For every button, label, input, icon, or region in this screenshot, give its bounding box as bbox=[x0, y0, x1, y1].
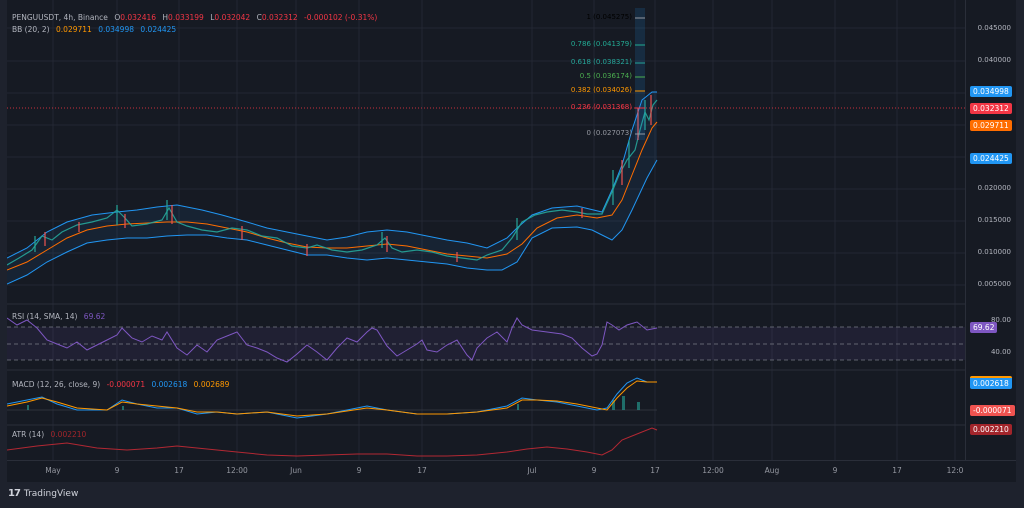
open-label: O bbox=[114, 13, 121, 22]
tradingview-brand[interactable]: 17 TradingView bbox=[8, 488, 78, 499]
time-tick: 12:0 bbox=[946, 466, 964, 475]
fib-level-0382: 0.382 (0.034026) bbox=[570, 86, 632, 94]
price-tick: 0.010000 bbox=[977, 248, 1011, 256]
macd-signal-value: 0.002689 bbox=[193, 380, 230, 389]
price-tick: 0.015000 bbox=[977, 216, 1011, 224]
close-label: C bbox=[256, 13, 262, 22]
bb-lower-value: 0.024425 bbox=[140, 25, 177, 34]
fib-level-1: 1 (0.045275) bbox=[586, 13, 632, 21]
price-tick: 0.045000 bbox=[977, 24, 1011, 32]
macd-hist-value: -0.000071 bbox=[106, 380, 146, 389]
price-tick: 0.040000 bbox=[977, 56, 1011, 64]
atr-label: ATR (14) bbox=[12, 430, 45, 439]
bb-basis-value: 0.029711 bbox=[56, 25, 92, 34]
fib-level-0: 0 (0.027073) bbox=[586, 129, 632, 137]
fib-level-0618: 0.618 (0.038321) bbox=[570, 58, 632, 66]
time-tick: May bbox=[45, 466, 61, 475]
symbol-legend[interactable]: PENGUUSDT, 4h, Binance O0.032416 H0.0331… bbox=[12, 13, 381, 23]
fib-level-05: 0.5 (0.036174) bbox=[579, 72, 632, 80]
price-axis[interactable]: 0.045000 0.040000 0.020000 0.015000 0.01… bbox=[965, 0, 1017, 460]
bb-label: BB (20, 2) bbox=[12, 25, 50, 34]
time-tick: Aug bbox=[764, 466, 780, 475]
chart-frame: PENGUUSDT, 4h, Binance O0.032416 H0.0331… bbox=[7, 0, 1016, 482]
low-value: 0.032042 bbox=[214, 13, 251, 22]
time-tick: 9 bbox=[591, 466, 597, 475]
rsi-legend[interactable]: RSI (14, SMA, 14) 69.62 bbox=[12, 312, 109, 322]
macd-line-value: 0.002618 bbox=[151, 380, 188, 389]
time-tick: Jul bbox=[527, 466, 537, 475]
macd-tag: 0.002618 bbox=[970, 376, 1012, 389]
price-tick: 0.005000 bbox=[977, 280, 1011, 288]
rsi-tick-40: 40.00 bbox=[990, 348, 1011, 356]
fib-level-0786: 0.786 (0.041379) bbox=[570, 40, 632, 48]
tradingview-logo-icon: 17 bbox=[8, 488, 21, 499]
high-label: H bbox=[162, 13, 169, 22]
rsi-tag: 69.62 bbox=[970, 322, 998, 333]
time-tick: 9 bbox=[356, 466, 362, 475]
last-price-tag: 0.032312 bbox=[970, 103, 1012, 114]
rsi-value: 69.62 bbox=[83, 312, 106, 321]
fib-level-0236: 0.236 (0.031368) bbox=[570, 103, 632, 111]
bb-upper-tag: 0.034998 bbox=[970, 86, 1012, 97]
time-tick: 17 bbox=[650, 466, 660, 475]
time-tick: 12:00 bbox=[226, 466, 248, 475]
macd-hist-tag: -0.000071 bbox=[970, 405, 1015, 416]
brand-name: TradingView bbox=[23, 488, 79, 499]
change-value: -0.000102 (-0.31%) bbox=[304, 13, 378, 22]
low-label: L bbox=[210, 13, 215, 22]
rsi-tick-80: 80.00 bbox=[990, 316, 1011, 324]
bb-legend[interactable]: BB (20, 2) 0.029711 0.034998 0.024425 bbox=[12, 25, 180, 35]
atr-legend[interactable]: ATR (14) 0.002210 bbox=[12, 430, 90, 440]
bb-upper-value: 0.034998 bbox=[98, 25, 134, 34]
chart-area[interactable]: PENGUUSDT, 4h, Binance O0.032416 H0.0331… bbox=[7, 0, 965, 460]
bb-lower-tag: 0.024425 bbox=[970, 153, 1012, 164]
time-tick: 9 bbox=[114, 466, 120, 475]
bb-basis-tag: 0.029711 bbox=[970, 120, 1012, 131]
time-tick: 17 bbox=[892, 466, 902, 475]
time-tick: 12:00 bbox=[702, 466, 724, 475]
atr-tag: 0.002210 bbox=[970, 424, 1012, 435]
macd-label: MACD (12, 26, close, 9) bbox=[12, 380, 101, 389]
time-tick: 9 bbox=[832, 466, 838, 475]
open-value: 0.032416 bbox=[120, 13, 157, 22]
macd-legend[interactable]: MACD (12, 26, close, 9) -0.000071 0.0026… bbox=[12, 380, 233, 390]
high-value: 0.033199 bbox=[168, 13, 204, 22]
price-tick: 0.020000 bbox=[977, 184, 1011, 192]
atr-value: 0.002210 bbox=[50, 430, 87, 439]
chart-canvas bbox=[7, 0, 965, 460]
rsi-label: RSI (14, SMA, 14) bbox=[12, 312, 78, 321]
time-tick: Jun bbox=[290, 466, 302, 475]
time-tick: 17 bbox=[417, 466, 427, 475]
symbol-name: PENGUUSDT, 4h, Binance bbox=[12, 13, 108, 22]
close-value: 0.032312 bbox=[261, 13, 298, 22]
time-tick: 17 bbox=[174, 466, 184, 475]
time-axis[interactable]: May 9 17 12:00 Jun 9 17 Jul 9 17 12:00 A… bbox=[7, 460, 1016, 483]
